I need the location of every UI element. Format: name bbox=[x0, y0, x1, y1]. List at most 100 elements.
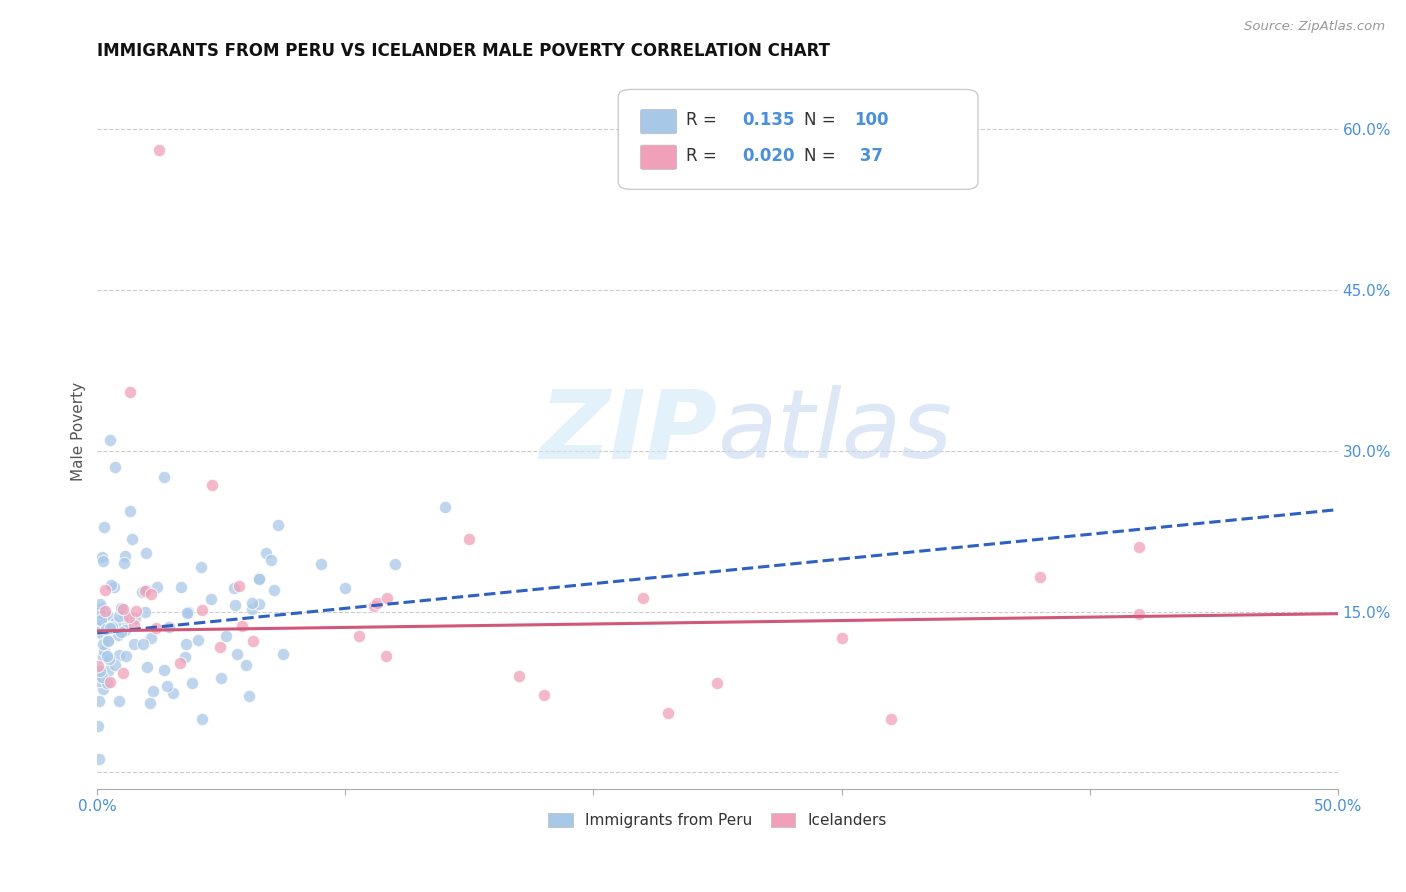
Point bbox=[122, 637, 145, 651]
Point bbox=[114, 619, 136, 633]
Point bbox=[94, 583, 117, 598]
Point bbox=[433, 500, 456, 514]
Point bbox=[93, 608, 115, 623]
Point bbox=[98, 652, 121, 666]
Point bbox=[375, 591, 398, 606]
Point bbox=[97, 620, 120, 634]
Point bbox=[104, 658, 127, 673]
Point bbox=[190, 712, 212, 726]
Text: N =: N = bbox=[804, 112, 841, 129]
Point bbox=[153, 470, 176, 484]
Point bbox=[121, 532, 143, 546]
Point bbox=[110, 625, 132, 640]
Point bbox=[200, 591, 222, 606]
Point bbox=[880, 712, 903, 726]
Point bbox=[87, 659, 110, 673]
Point bbox=[111, 602, 134, 616]
Point bbox=[90, 670, 112, 684]
Point bbox=[458, 532, 481, 546]
Point bbox=[1128, 540, 1150, 554]
Point bbox=[191, 603, 214, 617]
Point bbox=[91, 637, 114, 651]
Point bbox=[153, 663, 176, 677]
Point bbox=[1029, 570, 1052, 584]
Text: ZIP: ZIP bbox=[540, 385, 717, 478]
Point bbox=[247, 571, 270, 585]
Point bbox=[124, 611, 146, 625]
Point bbox=[309, 558, 332, 572]
FancyBboxPatch shape bbox=[641, 145, 676, 169]
Point bbox=[226, 647, 249, 661]
Point bbox=[375, 648, 398, 663]
Point bbox=[242, 633, 264, 648]
Point bbox=[96, 676, 118, 690]
Point bbox=[103, 580, 125, 594]
Point bbox=[97, 632, 120, 647]
Point bbox=[135, 546, 157, 560]
Point bbox=[89, 598, 111, 612]
Text: R =: R = bbox=[686, 147, 723, 165]
Point bbox=[100, 621, 122, 635]
Point bbox=[135, 660, 157, 674]
Point bbox=[97, 664, 120, 678]
Point bbox=[104, 615, 127, 630]
Point bbox=[155, 679, 177, 693]
FancyBboxPatch shape bbox=[619, 89, 979, 189]
Point bbox=[104, 459, 127, 474]
Point bbox=[98, 675, 121, 690]
Point bbox=[706, 675, 728, 690]
Point bbox=[190, 560, 212, 574]
Text: Source: ZipAtlas.com: Source: ZipAtlas.com bbox=[1244, 20, 1385, 33]
Point bbox=[533, 688, 555, 702]
Text: 100: 100 bbox=[853, 112, 889, 129]
Point bbox=[87, 673, 110, 688]
Point bbox=[98, 433, 121, 447]
Point bbox=[112, 666, 135, 681]
Point bbox=[114, 549, 136, 563]
Point bbox=[89, 606, 111, 620]
Text: N =: N = bbox=[804, 147, 841, 165]
Point bbox=[89, 664, 111, 678]
Point bbox=[157, 620, 180, 634]
Text: 0.020: 0.020 bbox=[742, 147, 794, 165]
Point bbox=[145, 621, 167, 635]
Point bbox=[260, 553, 283, 567]
Point bbox=[254, 546, 277, 560]
Point bbox=[91, 627, 114, 641]
Point bbox=[176, 606, 198, 620]
Point bbox=[240, 601, 263, 615]
Point bbox=[91, 554, 114, 568]
Point bbox=[209, 671, 232, 685]
Point bbox=[89, 694, 111, 708]
Point bbox=[93, 644, 115, 658]
Point bbox=[101, 620, 124, 634]
Point bbox=[93, 681, 115, 696]
Point bbox=[110, 600, 132, 615]
Legend: Immigrants from Peru, Icelanders: Immigrants from Peru, Icelanders bbox=[543, 807, 893, 834]
Point bbox=[118, 610, 141, 624]
Text: atlas: atlas bbox=[717, 385, 952, 478]
Point bbox=[247, 598, 270, 612]
Point bbox=[90, 600, 112, 615]
Point bbox=[363, 599, 385, 613]
Point bbox=[238, 689, 260, 703]
Point bbox=[107, 627, 129, 641]
Point bbox=[108, 694, 131, 708]
Point bbox=[135, 583, 157, 598]
Text: IMMIGRANTS FROM PERU VS ICELANDER MALE POVERTY CORRELATION CHART: IMMIGRANTS FROM PERU VS ICELANDER MALE P… bbox=[97, 42, 831, 60]
Point bbox=[97, 634, 120, 648]
Point bbox=[247, 572, 270, 586]
Point bbox=[139, 632, 162, 646]
Text: R =: R = bbox=[686, 112, 723, 129]
Text: 37: 37 bbox=[853, 147, 883, 165]
Point bbox=[173, 650, 195, 665]
Point bbox=[125, 604, 148, 618]
Point bbox=[134, 605, 156, 619]
Point bbox=[215, 629, 238, 643]
Point bbox=[224, 598, 246, 612]
Point bbox=[100, 578, 122, 592]
Point bbox=[266, 518, 288, 533]
Point bbox=[93, 650, 115, 665]
Point bbox=[118, 504, 141, 518]
Point bbox=[263, 583, 285, 598]
